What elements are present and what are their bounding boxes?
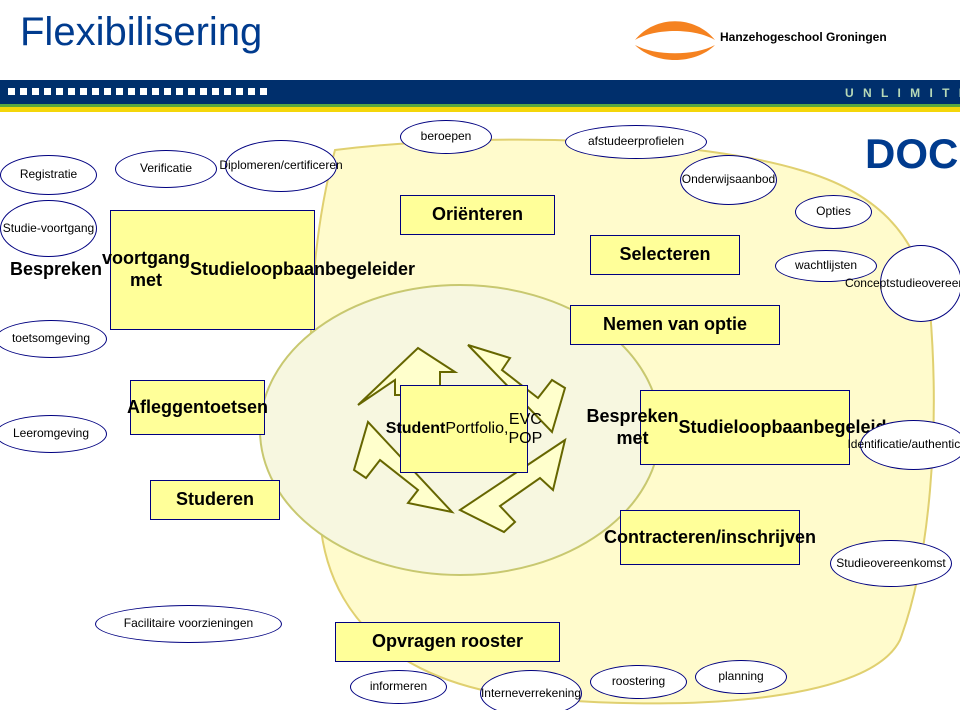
- ellipse-verificatie: Verificatie: [115, 150, 217, 188]
- box-bespreken: Besprekenvoortgang metStudieloopbaanbege…: [110, 210, 315, 330]
- ellipse-toetsomgeving: toetsomgeving: [0, 320, 107, 358]
- ellipse-roostering: roostering: [590, 665, 687, 699]
- ellipse-interne: Interneverrekening: [480, 670, 582, 710]
- box-afleggen: Afleggentoetsen: [130, 380, 265, 435]
- doc-label: DOC: [865, 130, 958, 178]
- box-nemen: Nemen van optie: [570, 305, 780, 345]
- ellipse-beroepen: beroepen: [400, 120, 492, 154]
- ellipse-onderwijs: Onderwijsaanbod: [680, 155, 777, 205]
- ellipse-afstudeer: afstudeerprofielen: [565, 125, 707, 159]
- ellipse-identificatie: Identificatie/authenticatie: [860, 420, 960, 470]
- ellipse-opties: Opties: [795, 195, 872, 229]
- ellipse-facilitaire: Facilitaire voorzieningen: [95, 605, 282, 643]
- box-opvragen: Opvragen rooster: [335, 622, 560, 662]
- ellipse-concept: Conceptstudieovereenkomst: [880, 245, 960, 322]
- ellipse-planning: planning: [695, 660, 787, 694]
- diagram-bg-icon: [0, 0, 960, 710]
- box-studeren: Studeren: [150, 480, 280, 520]
- box-orienteren: Oriënteren: [400, 195, 555, 235]
- box-besprekenmet: Bespreken metStudieloopbaanbegeleider: [640, 390, 850, 465]
- box-contract: Contracteren/inschrijven: [620, 510, 800, 565]
- ellipse-leeromgeving: Leeromgeving: [0, 415, 107, 453]
- box-selecteren: Selecteren: [590, 235, 740, 275]
- ellipse-studievoortgang: Studie-voortgang: [0, 200, 97, 257]
- ellipse-informeren: informeren: [350, 670, 447, 704]
- center-student-box: StudentPortfolio,EVC POP: [400, 385, 528, 473]
- ellipse-studieovk: Studieovereenkomst: [830, 540, 952, 587]
- ellipse-registratie: Registratie: [0, 155, 97, 195]
- ellipse-diplomeren: Diplomeren/certificeren: [225, 140, 337, 192]
- stage: Flexibilisering Hanzehogeschool Groninge…: [0, 0, 960, 710]
